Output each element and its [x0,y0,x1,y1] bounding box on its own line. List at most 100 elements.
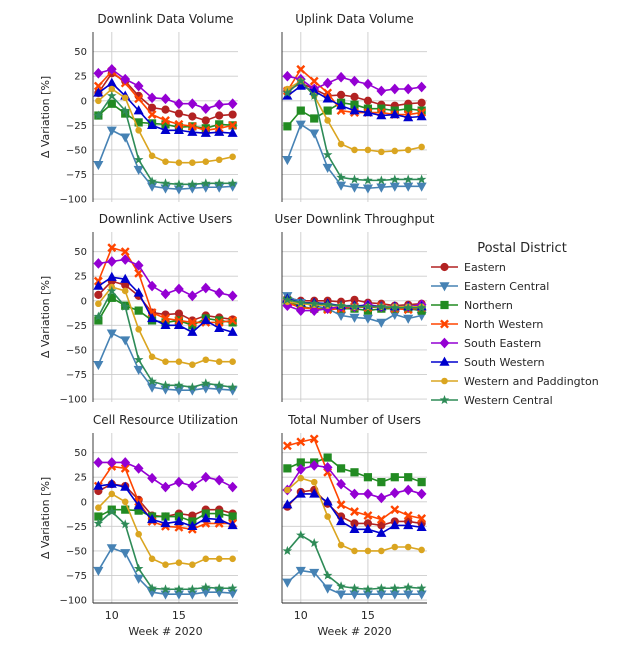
series-western-and-paddington [95,85,236,166]
data-point [133,260,144,271]
data-point [282,499,293,509]
data-point [309,305,320,316]
data-point [389,109,400,119]
data-point [174,584,184,594]
data-point [161,314,170,323]
data-point [416,583,427,593]
data-point [174,98,184,110]
data-point [295,566,306,577]
data-point [229,358,236,366]
data-point [162,158,169,166]
data-point [214,380,225,390]
data-point [364,146,372,154]
data-point [214,99,225,111]
legend-label: Eastern [464,261,506,274]
data-point [378,547,385,555]
legend-marker [439,356,450,366]
data-point [147,383,158,393]
data-point [120,549,131,559]
data-point [417,98,426,107]
data-point [323,88,333,98]
data-point [336,90,346,99]
data-point [322,149,333,159]
data-point [93,311,104,321]
data-point [148,555,156,563]
panel-title: Downlink Active Users [99,212,233,226]
data-point [187,480,198,492]
data-point [93,87,104,97]
data-point [93,566,104,577]
data-point [416,111,427,121]
data-point [349,105,360,115]
data-point [189,561,196,568]
data-point [160,93,171,105]
data-point [376,85,387,97]
series-south-western [282,80,427,122]
legend-label: North Western [464,318,543,331]
legend-title: Postal District [477,241,567,256]
series-western-and-paddington [284,474,425,555]
data-point [309,568,320,578]
legend-entry-south-western: South Western [431,356,545,369]
data-point [214,583,225,593]
data-point [214,514,225,524]
data-point [309,298,320,308]
data-point [229,153,236,161]
data-point [147,103,157,112]
data-point [336,181,347,191]
panel-downlink-data-volume: Downlink Data Volume 50 25 0 −25 −50 −75 −100 Δ … [39,12,238,206]
series-line [286,534,422,591]
data-point [403,582,414,592]
data-point [403,511,413,520]
y-tick-label: 50 [74,448,87,459]
data-point [106,126,117,136]
data-point [147,514,158,524]
data-point [376,492,387,504]
series-western-and-paddington [95,490,236,568]
data-point [295,120,306,130]
data-point [120,463,130,473]
data-point [173,516,184,526]
data-point [227,326,238,336]
data-point [336,300,346,310]
data-point [106,77,117,87]
data-point [322,570,333,580]
legend-entry-western-central: Western Central [431,394,553,407]
data-point [200,513,211,523]
legend-marker [440,319,449,329]
data-point [160,319,171,330]
data-point [378,148,385,156]
data-point [174,179,184,189]
data-point [228,120,238,130]
legend-marker [440,262,449,272]
data-point [200,378,211,388]
data-point [416,174,427,184]
y-tick-label: −25 [66,321,87,332]
data-point [228,512,237,521]
data-point [200,471,211,483]
legend-marker [440,300,449,310]
data-point [133,463,144,474]
data-point [95,504,102,511]
data-point [174,119,184,129]
data-point [147,110,157,119]
data-point [133,563,144,573]
data-point [214,317,224,327]
legend-entry-north-western: North Western [431,318,543,331]
data-point [227,589,238,599]
data-point [135,126,142,134]
series-south-western [93,271,238,336]
data-point [174,283,184,295]
data-point [187,584,198,594]
data-point [93,81,103,91]
data-point [362,107,373,117]
data-point [416,521,427,532]
data-point [389,83,400,95]
legend-label: South Eastern [464,337,541,350]
data-point [147,119,158,130]
data-point [349,301,360,311]
data-point [201,116,210,125]
data-point [389,583,400,593]
data-point [162,358,169,366]
data-point [324,513,331,520]
